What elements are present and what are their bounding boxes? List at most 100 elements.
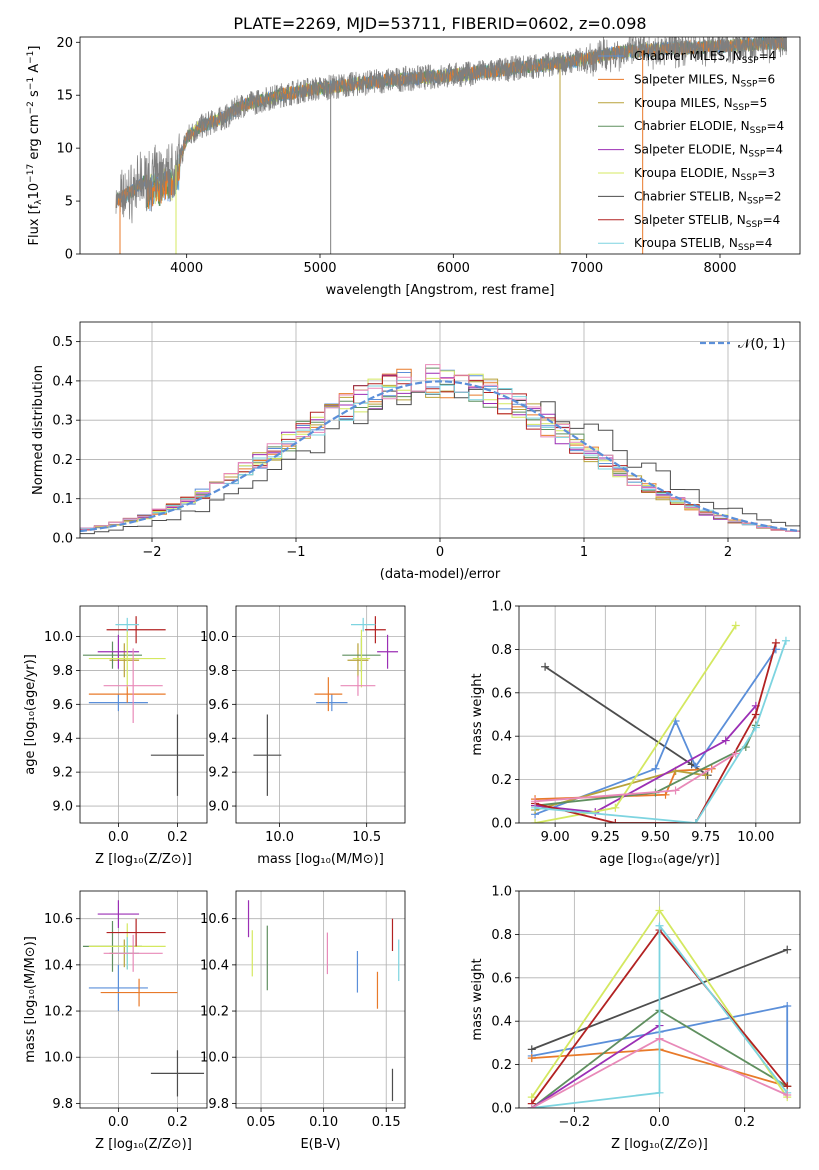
weight-marker [691, 819, 700, 823]
weight-marker [783, 945, 792, 954]
y-tick-label: 0.0 [491, 817, 512, 832]
legend-count: =4 [766, 119, 784, 133]
x-tick-label: 0.2 [734, 1115, 755, 1130]
x-tick-label: 0 [436, 545, 444, 560]
legend-subscript: SSP [738, 243, 755, 253]
x-axis-label: mass [log₁₀(M/M⊙)] [257, 852, 384, 867]
x-tick-label: 6000 [437, 261, 470, 276]
x-tick-label: 1 [580, 545, 588, 560]
weight-marker [541, 662, 550, 671]
y-axis-label-part: λ [34, 199, 44, 205]
x-tick-label: 9.25 [591, 830, 620, 845]
y-tick-label: 10.4 [44, 958, 73, 973]
weight-line [531, 923, 788, 1108]
legend-count: =2 [764, 189, 782, 203]
y-tick-label: 9.2 [208, 766, 229, 781]
y-axis-label-part: A [27, 64, 42, 77]
axes-age-vs-mass: 10.0 10.5 9.0 9.2 9.4 9.6 9.8 10.0 mass [log₁₀(M… [200, 605, 406, 867]
x-tick-label: 7000 [570, 261, 603, 276]
y-axis-label: mass weight [470, 673, 485, 755]
weight-line [531, 1024, 660, 1108]
weight-line [531, 1004, 789, 1087]
weight-marker [655, 1088, 664, 1097]
x-axis-label: age [log₁₀(age/yr)] [599, 852, 720, 867]
weight-marker [751, 723, 760, 732]
y-tick-label: 0.2 [491, 1058, 512, 1073]
y-tick-label: 20 [56, 36, 73, 51]
y-tick-label: 0.8 [491, 928, 512, 943]
x-tick-label: 0.0 [108, 830, 129, 845]
y-tick-label: 9.8 [52, 664, 73, 679]
legend-entry: 𝒩(0, 1) [738, 337, 785, 352]
x-axis-label: (data-model)/error [380, 567, 501, 582]
weight-marker [611, 803, 620, 812]
y-axis-label: mass weight [470, 958, 485, 1040]
axes-residuals: −2 −1 0 1 2 0.0 0.1 0.2 0.3 0.4 0.5 (data-model)/er… [31, 321, 801, 582]
x-tick-label: 0.2 [167, 830, 188, 845]
y-axis-label-part: −1 [26, 51, 36, 64]
y-axis-label-part: Flux [f [27, 204, 42, 245]
plot-marks [236, 891, 405, 1108]
y-axis-label: mass [log₁₀(M/M⊙)] [23, 936, 38, 1063]
y-tick-label: 0.0 [52, 532, 73, 547]
y-axis-label-part: −17 [26, 164, 36, 183]
y-tick-label: 0.2 [52, 453, 73, 468]
x-tick-label: 0.0 [108, 1115, 129, 1130]
legend-subscript: SSP [750, 126, 767, 136]
y-axis-label-part: ] [27, 46, 42, 51]
plot-area [80, 891, 207, 1108]
weight-marker [731, 749, 740, 758]
y-tick-label: 5 [65, 195, 73, 210]
y-tick-label: 10.0 [44, 1051, 73, 1066]
weight-marker [531, 797, 540, 806]
weight-marker [655, 906, 664, 915]
figure-title: PLATE=2269, MJD=53711, FIBERID=0602, z=0… [233, 14, 646, 33]
legend-entry: Salpeter STELIB, NSSP=4 [634, 213, 780, 230]
y-tick-label: 10.2 [44, 1005, 73, 1020]
plot-marks [236, 606, 405, 823]
legend-count: =4 [759, 49, 777, 63]
y-tick-label: 9.0 [208, 800, 229, 815]
y-tick-label: 0.0 [491, 1102, 512, 1117]
x-tick-label: 9.00 [541, 830, 570, 845]
y-tick-label: 10.0 [44, 630, 73, 645]
x-tick-label: 0.05 [247, 1115, 276, 1130]
axes-mass-vs-ebv: 0.05 0.10 0.15 9.8 10.0 10.2 10.4 10.6 E(B-V) [200, 890, 406, 1152]
axes-frame [518, 605, 801, 824]
y-tick-label: 10.0 [200, 630, 229, 645]
observed-spectrum-line [115, 37, 788, 224]
axes-mass-vs-Z: 0.0 0.2 9.8 10.0 10.2 10.4 10.6 Z [log₁₀(Z/Z⊙)]… [23, 890, 208, 1152]
weight-marker [611, 819, 620, 823]
weight-marker [781, 636, 790, 645]
legend-subscript: SSP [747, 196, 764, 206]
x-axis-label: Z [log₁₀(Z/Z⊙)] [611, 1137, 708, 1152]
plot-marks [519, 891, 800, 1108]
axes-age-vs-Z: 0.0 0.2 9.0 9.2 9.4 9.6 9.8 10.0 Z [log₁₀(Z/Z⊙)]… [23, 605, 208, 867]
x-tick-label: 0.15 [372, 1115, 401, 1130]
axes-frame [79, 890, 208, 1109]
y-axis-label-part: s [27, 90, 42, 101]
legend-subscript: SSP [748, 150, 765, 160]
axes-weight-vs-age: 9.00 9.25 9.50 9.75 10.00 0.0 0.2 0.4 0.6 0.8 1.0 a… [470, 600, 801, 867]
plot-marks [80, 606, 207, 823]
y-tick-label: 0.6 [491, 971, 512, 986]
weight-marker [731, 621, 740, 630]
legend-subscript: SSP [741, 173, 758, 183]
y-tick-label: 0.4 [491, 1015, 512, 1030]
legend-count: =4 [763, 213, 781, 227]
legend-subscript: SSP [746, 220, 763, 230]
x-tick-label: 10.00 [737, 830, 774, 845]
plot-area [236, 606, 405, 823]
legend-count: =6 [757, 72, 775, 86]
plot-marks [80, 322, 800, 538]
y-tick-label: 10.0 [200, 1051, 229, 1066]
y-tick-label: 10.6 [200, 912, 229, 927]
weight-marker [655, 921, 664, 930]
weight-marker [527, 1104, 536, 1108]
y-tick-label: 9.6 [52, 698, 73, 713]
legend-subscript: SSP [742, 56, 759, 66]
x-axis-label: wavelength [Angstrom, rest frame] [326, 283, 555, 298]
y-tick-label: 0.2 [491, 773, 512, 788]
weight-marker [771, 638, 780, 647]
y-tick-label: 1.0 [491, 885, 512, 900]
